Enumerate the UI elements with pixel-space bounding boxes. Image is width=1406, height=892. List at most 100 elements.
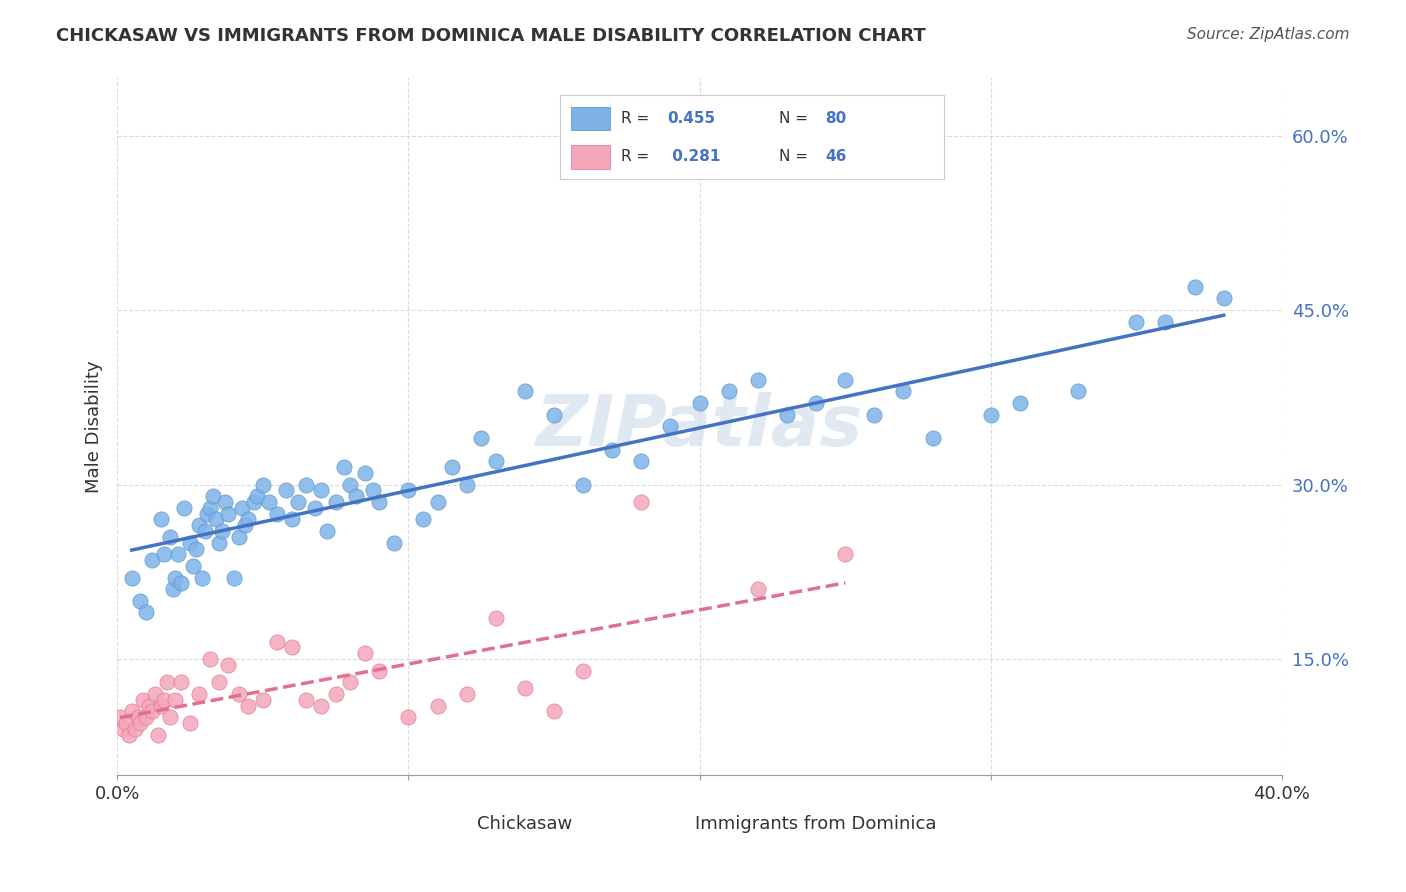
Point [146, 728, 169, 742]
Point [266, 507, 288, 521]
Point [315, 524, 337, 538]
Point [193, 524, 215, 538]
Point [143, 687, 166, 701]
Point [233, 518, 256, 533]
Point [187, 518, 209, 533]
Point [179, 535, 201, 549]
Point [717, 384, 740, 399]
Point [266, 634, 288, 648]
Point [363, 483, 385, 498]
Point [368, 664, 391, 678]
Point [170, 576, 193, 591]
Text: Source: ZipAtlas.com: Source: ZipAtlas.com [1187, 27, 1350, 42]
Point [208, 675, 231, 690]
Point [295, 692, 318, 706]
Text: Immigrants from Dominica: Immigrants from Dominica [696, 815, 936, 833]
Point [184, 541, 207, 556]
Point [572, 664, 595, 678]
Point [124, 722, 146, 736]
Point [243, 495, 266, 509]
Point [200, 500, 222, 515]
Point [1008, 396, 1031, 410]
FancyBboxPatch shape [415, 814, 443, 835]
Point [135, 606, 157, 620]
Point [339, 675, 361, 690]
Point [396, 483, 419, 498]
Point [630, 495, 652, 509]
Point [197, 507, 219, 521]
Point [138, 698, 160, 713]
Point [325, 495, 347, 509]
Point [167, 547, 190, 561]
Point [600, 442, 623, 457]
Point [353, 466, 375, 480]
Point [187, 687, 209, 701]
Point [309, 483, 332, 498]
Point [630, 454, 652, 468]
Point [747, 582, 769, 597]
Point [281, 640, 304, 655]
Point [834, 373, 856, 387]
Point [344, 489, 367, 503]
Point [238, 698, 260, 713]
Point [804, 396, 827, 410]
Point [304, 500, 326, 515]
Point [893, 384, 915, 399]
Point [149, 512, 172, 526]
Point [396, 710, 419, 724]
Point [1125, 315, 1147, 329]
Point [325, 687, 347, 701]
Point [159, 710, 181, 724]
Text: CHICKASAW VS IMMIGRANTS FROM DOMINICA MALE DISABILITY CORRELATION CHART: CHICKASAW VS IMMIGRANTS FROM DOMINICA MA… [56, 27, 927, 45]
Point [747, 373, 769, 387]
Point [208, 535, 231, 549]
Point [1212, 292, 1234, 306]
Point [108, 710, 131, 724]
Point [470, 431, 492, 445]
Point [776, 408, 799, 422]
Point [170, 675, 193, 690]
Point [135, 710, 157, 724]
Point [1067, 384, 1090, 399]
Y-axis label: Male Disability: Male Disability [86, 360, 103, 492]
Point [339, 477, 361, 491]
Point [127, 710, 149, 724]
Point [165, 571, 187, 585]
Point [179, 716, 201, 731]
Point [274, 483, 297, 498]
Point [214, 495, 236, 509]
Point [485, 611, 508, 625]
Point [353, 646, 375, 660]
Point [217, 507, 239, 521]
Point [156, 675, 179, 690]
Point [152, 692, 174, 706]
Point [231, 500, 253, 515]
Point [222, 571, 245, 585]
Point [121, 571, 143, 585]
Point [368, 495, 391, 509]
Point [543, 704, 565, 718]
Point [129, 716, 152, 731]
Point [485, 454, 508, 468]
Point [513, 384, 536, 399]
Point [200, 652, 222, 666]
Point [121, 704, 143, 718]
Point [217, 657, 239, 672]
Point [190, 571, 212, 585]
Point [382, 535, 405, 549]
Point [162, 582, 184, 597]
Text: ZIPatlas: ZIPatlas [536, 392, 863, 461]
Point [1154, 315, 1177, 329]
Point [426, 698, 449, 713]
Point [513, 681, 536, 695]
Point [252, 692, 274, 706]
Point [118, 728, 141, 742]
Point [238, 512, 260, 526]
Point [129, 594, 152, 608]
Point [572, 477, 595, 491]
Point [205, 512, 228, 526]
Point [281, 512, 304, 526]
Point [309, 698, 332, 713]
Point [159, 530, 181, 544]
Point [659, 419, 682, 434]
